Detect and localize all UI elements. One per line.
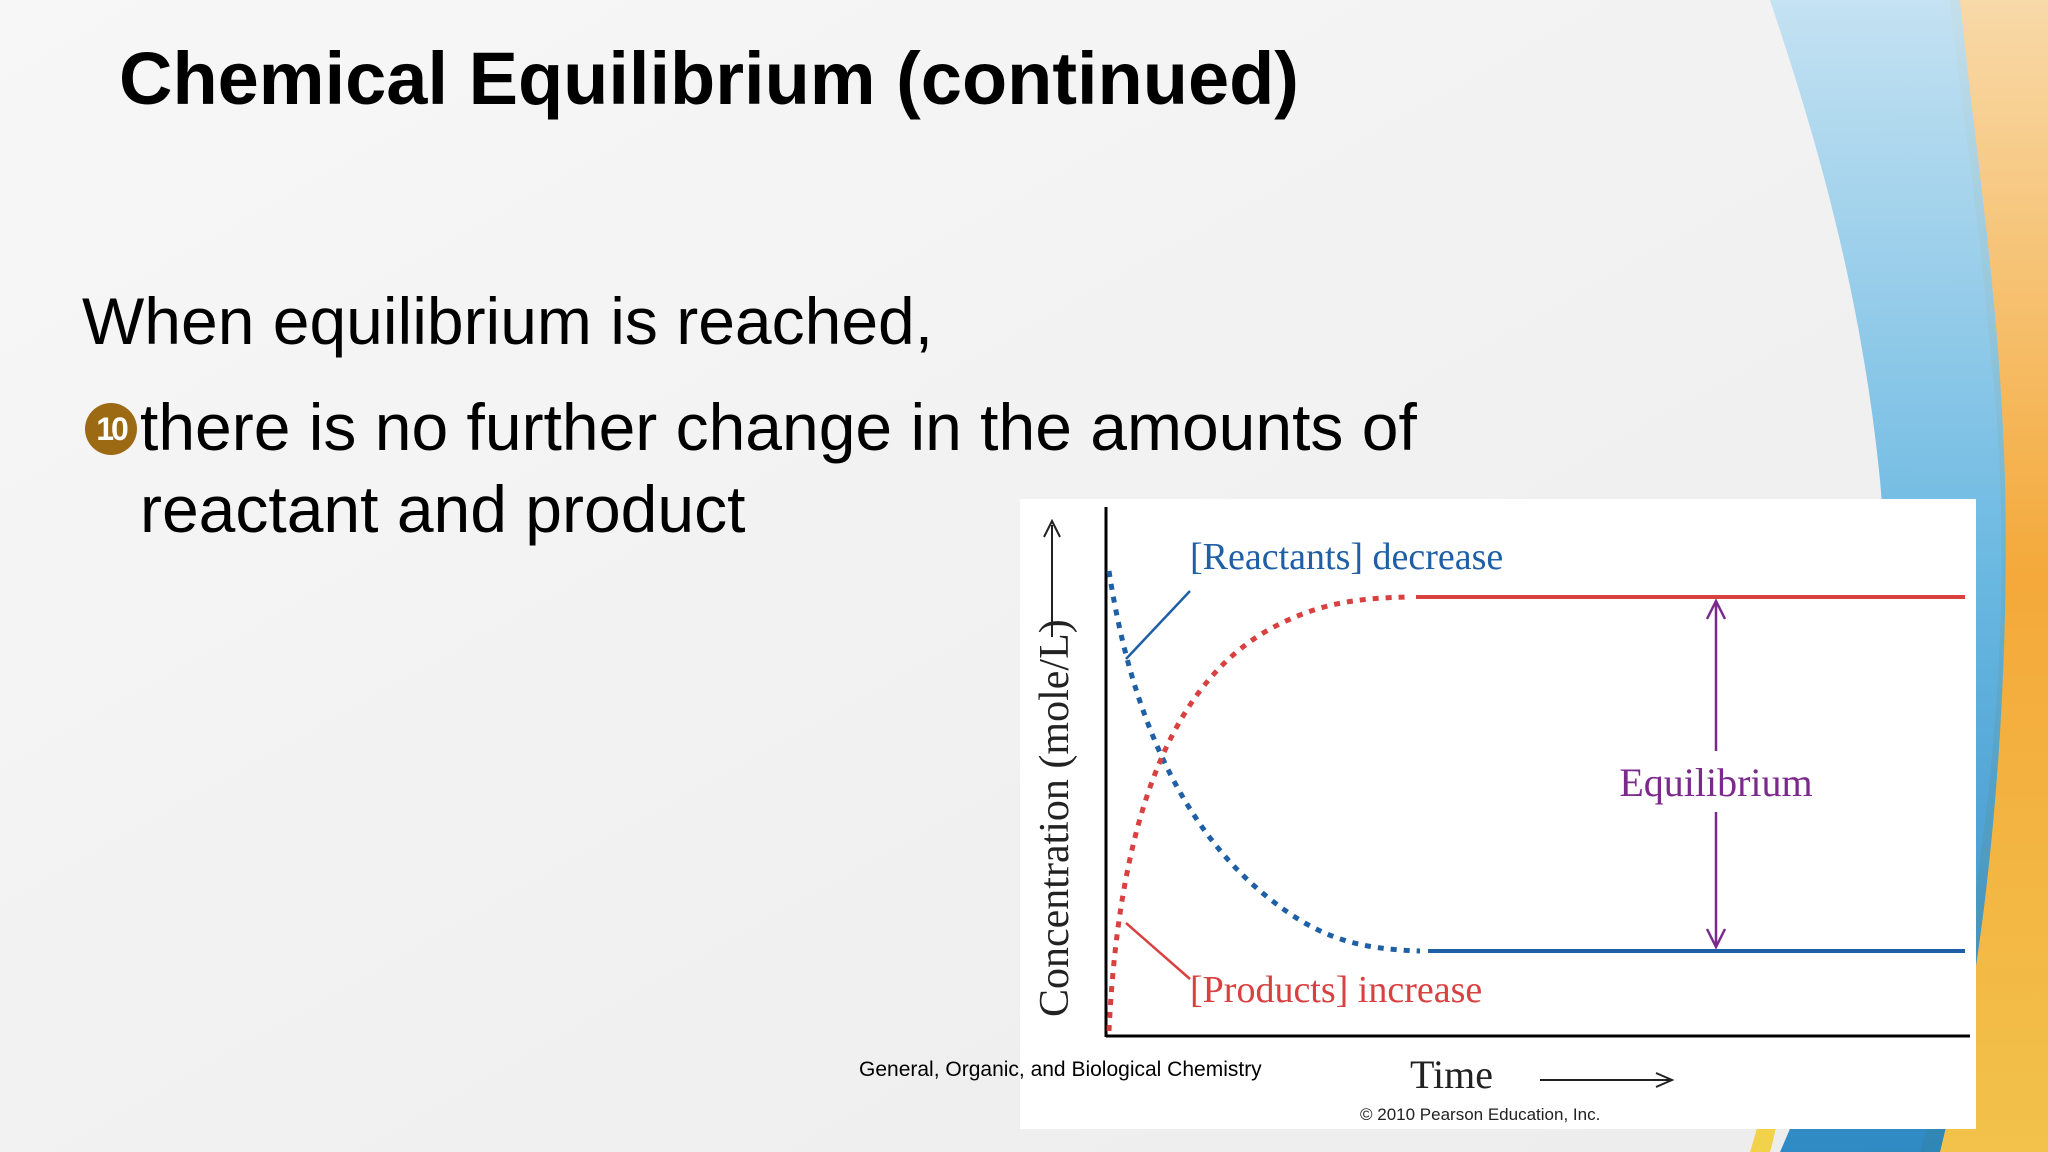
reactants-leader-line [1125,590,1191,660]
orange-swoosh [1920,0,2048,1152]
products-label: [Products] increase [1190,969,1482,1011]
numbered-bullet-icon: 10 [85,403,137,455]
y-axis-arrowhead-icon [1043,518,1061,538]
equilibrium-arrowhead-down-icon [1705,928,1727,950]
reactants-label: [Reactants] decrease [1190,536,1503,578]
intro-text: When equilibrium is reached, [82,284,934,358]
y-axis-label: Concentration (mole/L) [1032,619,1078,1017]
equilibrium-figure: Concentration (mole/L) Time [Reactants] … [1020,499,1976,1129]
copyright-text: © 2010 Pearson Education, Inc. [1360,1105,1600,1124]
reactants-curve [1106,570,1421,954]
products-curve [1106,594,1411,1032]
equilibrium-graph: Concentration (mole/L) Time [Reactants] … [1032,507,1970,1124]
equilibrium-label: Equilibrium [1619,760,1812,805]
x-axis-label: Time [1410,1052,1493,1097]
products-leader-line [1125,922,1191,980]
equilibrium-arrowhead-up-icon [1705,598,1727,620]
x-axis-arrowhead-icon [1655,1072,1675,1088]
slide-title: Chemical Equilibrium (continued) [119,37,1299,120]
bullet-text: there is no further change in the amount… [140,390,1417,546]
footer-text: General, Organic, and Biological Chemist… [859,1058,1262,1081]
